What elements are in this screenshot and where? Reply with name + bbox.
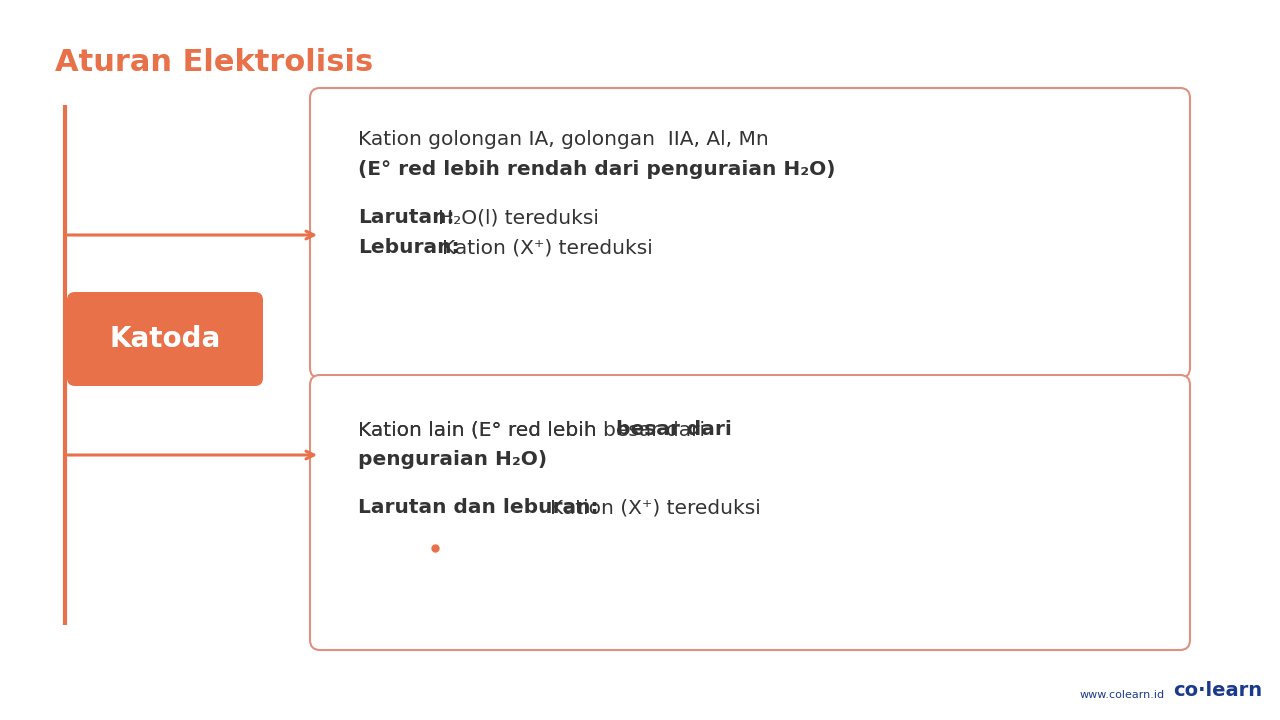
Text: www.colearn.id: www.colearn.id — [1080, 690, 1165, 700]
Text: H₂O(l) tereduksi: H₂O(l) tereduksi — [438, 208, 599, 227]
Text: Kation golongan IA, golongan  IIA, Al, Mn: Kation golongan IA, golongan IIA, Al, Mn — [358, 130, 769, 149]
Text: besar dari: besar dari — [616, 420, 732, 439]
FancyBboxPatch shape — [67, 292, 262, 386]
Text: Larutan dan leburan:: Larutan dan leburan: — [358, 498, 599, 517]
Text: Kation (X⁺) tereduksi: Kation (X⁺) tereduksi — [442, 238, 653, 257]
Text: Katoda: Katoda — [109, 325, 220, 353]
Text: Aturan Elektrolisis: Aturan Elektrolisis — [55, 48, 374, 77]
Text: penguraian H₂O): penguraian H₂O) — [358, 450, 547, 469]
Text: co·learn: co·learn — [1172, 681, 1262, 700]
Text: Leburan:: Leburan: — [358, 238, 460, 257]
Text: (E° red lebih rendah dari penguraian H₂O): (E° red lebih rendah dari penguraian H₂O… — [358, 160, 836, 179]
Text: Kation lain (E° red lebih: Kation lain (E° red lebih — [358, 420, 603, 439]
Text: Kation lain (E° red lebih ​besar dari: Kation lain (E° red lebih ​besar dari — [358, 420, 705, 439]
FancyBboxPatch shape — [310, 375, 1190, 650]
FancyBboxPatch shape — [310, 88, 1190, 378]
Text: Larutan:: Larutan: — [358, 208, 454, 227]
Text: Kation (X⁺) tereduksi: Kation (X⁺) tereduksi — [550, 498, 760, 517]
